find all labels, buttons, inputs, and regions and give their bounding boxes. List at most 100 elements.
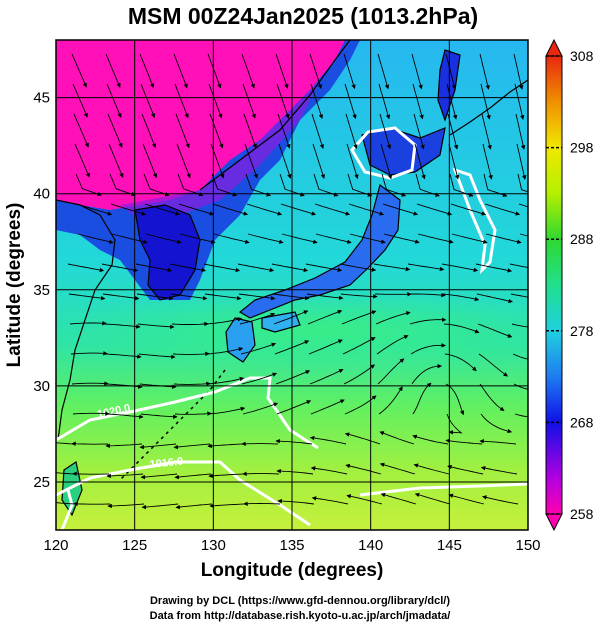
streamline <box>482 143 493 180</box>
streamline <box>278 143 292 179</box>
streamline <box>208 406 246 415</box>
streamline <box>480 465 518 475</box>
isobar-east-pacific <box>452 167 497 275</box>
streamline <box>276 400 312 415</box>
streamline <box>242 83 256 119</box>
streamline <box>73 113 89 148</box>
y-tick-label: 25 <box>33 474 50 491</box>
streamline <box>450 203 487 216</box>
streamline <box>481 113 492 150</box>
streamline <box>412 434 449 445</box>
streamline <box>519 233 528 237</box>
streamline <box>515 113 526 150</box>
contour-label-1016: 1016.0 <box>149 456 184 471</box>
streamline <box>275 53 289 89</box>
streamline <box>413 463 450 475</box>
streamline <box>71 441 109 447</box>
streamline <box>378 83 391 120</box>
streamline <box>207 443 245 449</box>
streamline <box>102 293 140 301</box>
streamline <box>485 233 522 244</box>
streamline <box>445 438 483 445</box>
streamline <box>480 413 513 434</box>
streamline <box>479 439 517 445</box>
streamline <box>480 83 491 120</box>
streamline <box>207 376 245 385</box>
streamline <box>243 501 281 506</box>
streamline <box>72 411 110 416</box>
streamline <box>240 342 277 355</box>
streamline <box>111 233 148 244</box>
streamline <box>139 443 177 450</box>
streamline <box>175 113 190 149</box>
streamline <box>175 503 213 510</box>
streamline <box>171 321 209 327</box>
streamline <box>56 502 77 505</box>
streamline <box>511 323 528 328</box>
streamline <box>448 493 485 505</box>
colorbar-tick-label: 258 <box>570 506 594 522</box>
streamline <box>244 143 258 179</box>
streamline <box>172 351 210 357</box>
coastline-russia <box>199 40 351 191</box>
streamline <box>68 293 106 301</box>
streamline <box>141 503 179 510</box>
streamline <box>176 143 191 179</box>
streamline <box>209 503 247 509</box>
streamline <box>382 203 419 216</box>
streamline <box>241 372 278 385</box>
streamline <box>72 83 88 118</box>
streamline <box>445 53 457 90</box>
streamline <box>107 113 123 148</box>
streamline <box>105 53 121 88</box>
streamline <box>512 353 528 360</box>
streamline <box>105 383 143 389</box>
streamline <box>213 233 250 244</box>
y-tick-label: 30 <box>33 378 50 395</box>
streamline <box>71 381 109 386</box>
streamline <box>238 293 276 301</box>
streamline <box>71 53 87 88</box>
streamline <box>315 233 352 244</box>
streamline <box>451 233 488 244</box>
streamline <box>309 53 323 90</box>
streamline <box>140 413 178 419</box>
y-tick-label: 45 <box>33 90 50 107</box>
streamline <box>207 53 222 89</box>
streamline <box>343 364 375 385</box>
streamline <box>281 233 318 244</box>
streamline <box>204 293 242 301</box>
streamline <box>341 310 377 325</box>
streamline <box>106 413 144 419</box>
streamline <box>141 113 157 149</box>
streamline <box>518 203 528 208</box>
streamline <box>140 83 156 119</box>
streamline <box>140 473 178 480</box>
streamline <box>276 83 290 119</box>
streamline <box>74 143 90 178</box>
colorbar-max-arrow <box>545 38 563 57</box>
streamline <box>273 310 309 325</box>
warm-current-band <box>60 290 528 370</box>
streamline <box>409 317 447 325</box>
streamline <box>410 343 447 355</box>
streamline <box>514 413 528 418</box>
streamline <box>345 113 358 150</box>
streamline <box>142 143 158 179</box>
streamline <box>311 113 325 150</box>
streamline <box>305 263 343 273</box>
streamline <box>516 143 527 180</box>
x-tick-label: 145 <box>437 537 462 554</box>
streamline <box>208 473 246 479</box>
streamline <box>375 311 411 325</box>
streamline <box>173 53 188 89</box>
streamline <box>307 309 343 325</box>
streamline <box>241 53 255 89</box>
credit-drawing: Drawing by DCL (https://www.gfd-dennou.o… <box>150 595 450 607</box>
streamline <box>513 53 524 90</box>
streamline <box>77 233 114 244</box>
streamline <box>174 411 212 416</box>
streamline <box>110 203 147 216</box>
streamline <box>414 143 426 180</box>
streamline <box>377 358 405 385</box>
